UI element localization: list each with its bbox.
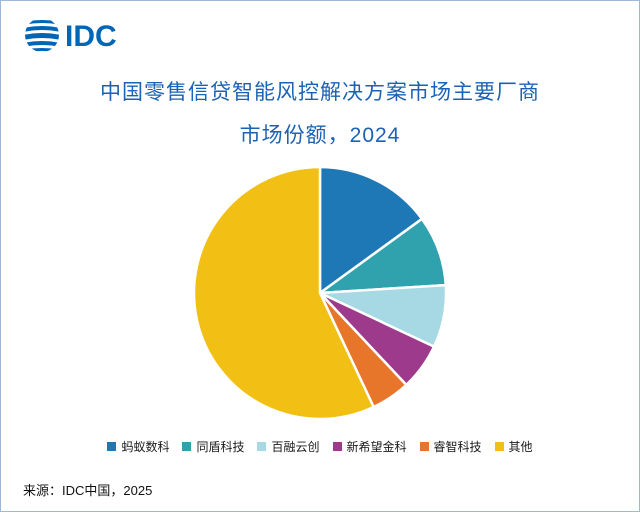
chart-title: 中国零售信贷智能风控解决方案市场主要厂商 (100, 81, 540, 104)
legend-item: 其他 (494, 438, 533, 455)
globe-icon (25, 20, 59, 52)
legend-swatch (419, 442, 429, 451)
pie-slice (192, 165, 375, 421)
legend-swatch (257, 442, 267, 451)
source-note: 来源：IDC中国，2025 (23, 483, 153, 498)
chart-subtitle: 市场份额，2024 (239, 124, 401, 147)
legend-item: 蚂蚁数科 (107, 438, 169, 455)
legend-label: 新希望金科 (346, 440, 407, 454)
idc-logo-graphic: IDC (25, 20, 117, 53)
idc-logo: IDC (21, 13, 133, 62)
pie-chart (192, 165, 448, 421)
legend-label: 其他 (508, 440, 533, 454)
legend-label: 百融云创 (271, 440, 320, 454)
legend-swatch (332, 442, 342, 451)
chart-title-block: 中国零售信贷智能风控解决方案市场主要厂商 市场份额，2024 (1, 71, 639, 157)
legend-label: 同盾科技 (196, 440, 245, 454)
legend-item: 新希望金科 (332, 438, 407, 455)
legend-item: 同盾科技 (182, 438, 244, 455)
pie-slice (318, 165, 424, 295)
idc-logo-text: IDC (65, 20, 117, 53)
legend-item: 百融云创 (257, 438, 320, 455)
legend-swatch (182, 442, 192, 451)
legend-item: 睿智科技 (419, 438, 482, 455)
legend-swatch (494, 442, 504, 451)
legend-swatch (107, 442, 117, 451)
chart-legend: 蚂蚁数科 同盾科技 百融云创 新希望金科 睿智科技 其他 (1, 438, 639, 455)
pie-chart-area (191, 164, 449, 422)
legend-label: 蚂蚁数科 (121, 440, 170, 454)
legend-label: 睿智科技 (433, 440, 482, 454)
